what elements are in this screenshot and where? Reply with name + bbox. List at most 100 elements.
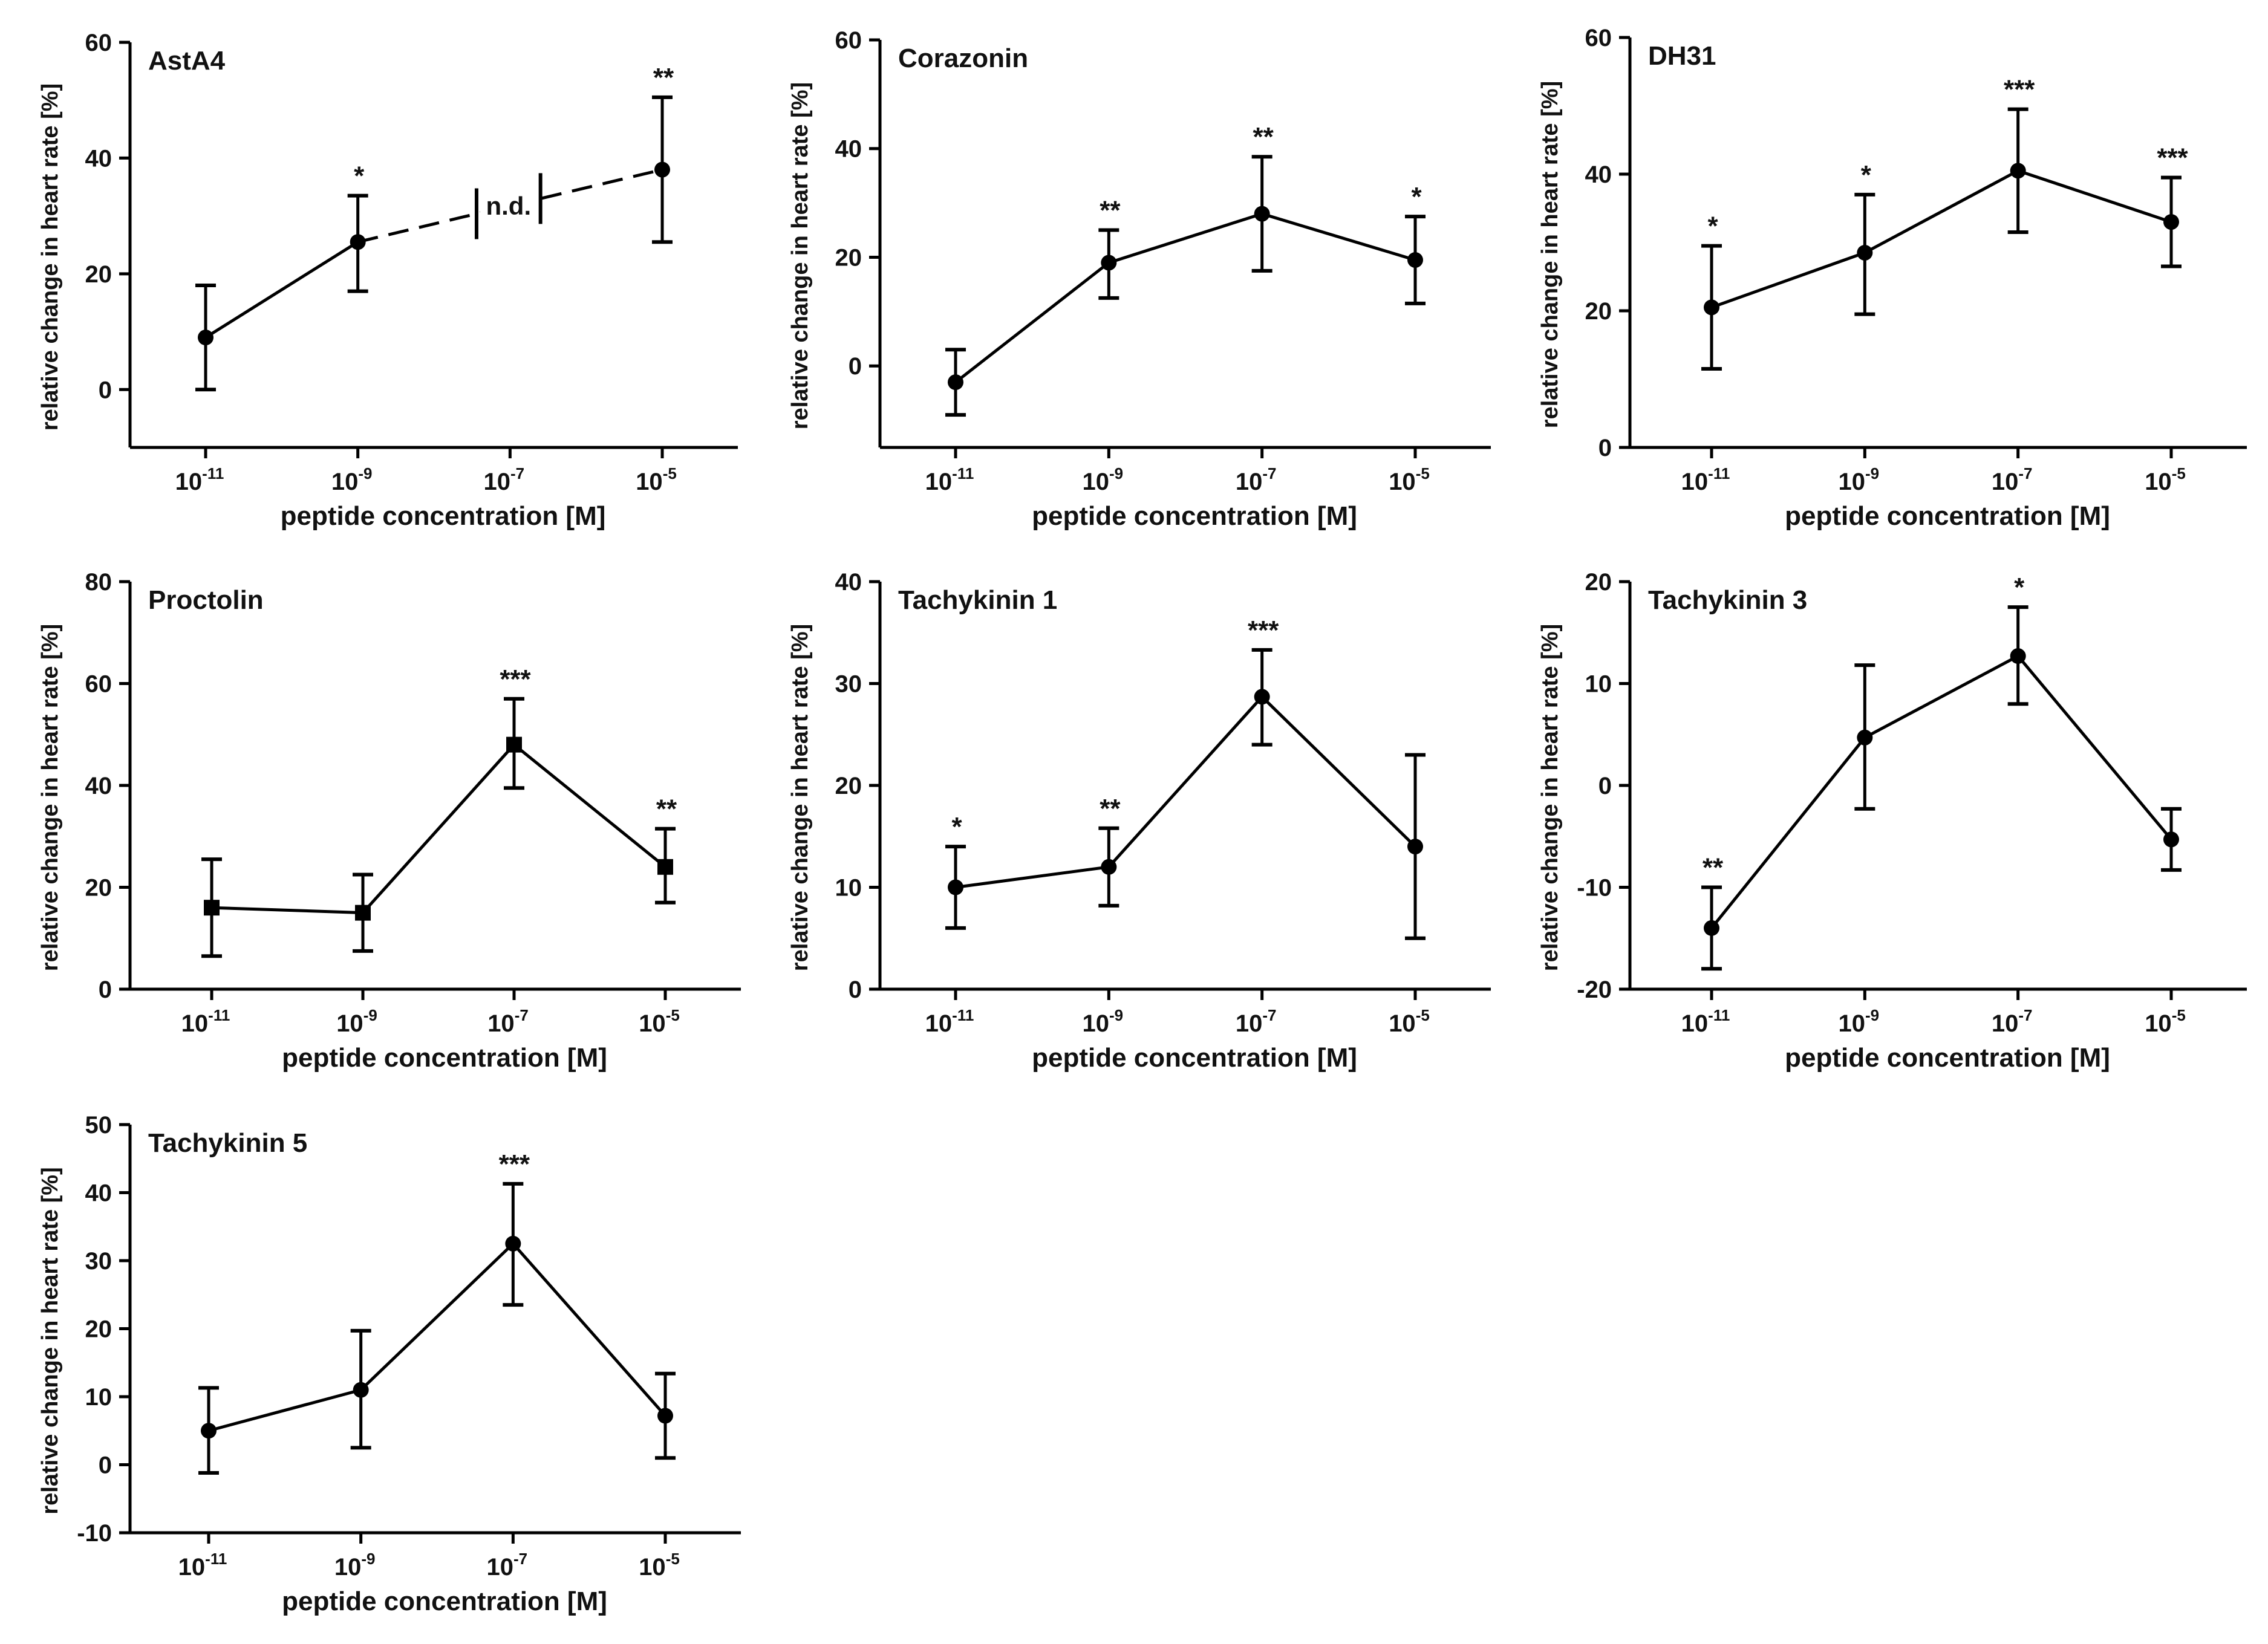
x-tick-base: 10: [1236, 1010, 1263, 1037]
x-tick-base: 10: [1083, 469, 1110, 495]
y-tick-label: 0: [849, 353, 862, 380]
y-axis-label: relative change in heart rate [%]: [787, 82, 813, 429]
x-axis-label: peptide concentration [M]: [282, 1587, 607, 1616]
significance-label: **: [653, 63, 674, 93]
y-axis-label: relative change in heart rate [%]: [787, 624, 813, 971]
y-tick-label: 40: [1585, 161, 1612, 188]
significance-label: ***: [500, 664, 531, 694]
x-tick-exponent: -11: [952, 464, 974, 482]
x-tick-exponent: -9: [358, 464, 372, 482]
data-point: [948, 374, 963, 391]
not-determined-label: n.d.: [486, 192, 531, 220]
x-tick-label: 10-5: [639, 1006, 680, 1037]
series-line-segment: [513, 743, 666, 868]
x-tick-exponent: -5: [666, 1550, 680, 1568]
data-point: [1407, 839, 1423, 855]
x-tick-base: 10: [2145, 1010, 2172, 1037]
series-line-segment: [359, 1243, 515, 1391]
y-tick-label: 40: [85, 1180, 112, 1207]
x-tick-exponent: -9: [1109, 464, 1123, 482]
x-tick-label: 10-9: [336, 1006, 377, 1037]
y-tick-label: 10: [835, 875, 862, 902]
x-tick-label: 10-11: [175, 464, 224, 495]
y-tick-label: 60: [1585, 25, 1612, 51]
x-axis-label: peptide concentration [M]: [281, 501, 606, 531]
data-point: [2010, 648, 2026, 664]
data-point: [948, 879, 963, 895]
series-line-segment: [512, 1243, 666, 1417]
data-point: [1101, 859, 1117, 875]
x-tick-label: 10-11: [1681, 464, 1730, 495]
x-tick-exponent: -7: [510, 464, 524, 482]
x-axis-label: peptide concentration [M]: [1032, 1043, 1357, 1073]
data-point: [1857, 244, 1873, 261]
y-tick-label: 20: [85, 875, 112, 902]
y-tick-label: 60: [835, 27, 862, 54]
x-tick-exponent: -7: [1262, 1006, 1276, 1024]
x-tick-exponent: -5: [2172, 464, 2186, 482]
y-tick-label: 20: [85, 1316, 112, 1343]
chart-title: Proctolin: [148, 585, 264, 615]
x-axis-label: peptide concentration [M]: [282, 1043, 607, 1073]
y-tick-label: -10: [1577, 875, 1612, 902]
y-tick-label: 0: [1598, 435, 1612, 461]
x-tick-base: 10: [334, 1554, 362, 1581]
x-tick-exponent: -7: [513, 1550, 527, 1568]
significance-label: *: [1411, 182, 1422, 212]
x-tick-label: 10-7: [1992, 464, 2033, 495]
x-tick-base: 10: [1839, 1010, 1866, 1037]
data-point: [204, 900, 220, 916]
series-line-segment: [1710, 736, 1866, 929]
y-tick-label: 10: [85, 1384, 112, 1411]
x-tick-base: 10: [487, 1010, 515, 1037]
series-line-segment: [211, 906, 363, 915]
x-tick-label: 10-5: [639, 1550, 680, 1581]
y-tick-label: 0: [99, 377, 112, 403]
series-line-segment: [204, 241, 359, 339]
x-tick-label: 10-11: [181, 1006, 230, 1037]
significance-label: *: [354, 161, 365, 191]
x-tick-base: 10: [1992, 469, 2019, 495]
x-tick-exponent: -7: [515, 1006, 529, 1024]
y-axis-label: relative change in heart rate [%]: [37, 624, 63, 971]
series-line-segment: [1107, 695, 1263, 868]
series-line-segment: [1108, 212, 1263, 264]
data-point: [1857, 729, 1873, 746]
y-tick-label: -20: [1577, 976, 1612, 1003]
y-tick-label: 50: [85, 1112, 112, 1139]
x-axis-label: peptide concentration [M]: [1785, 1043, 2110, 1073]
x-tick-base: 10: [1083, 1010, 1110, 1037]
x-tick-label: 10-7: [1992, 1006, 2033, 1037]
y-tick-label: 40: [85, 145, 112, 172]
y-tick-label: 30: [835, 671, 862, 698]
x-tick-label: 10-11: [925, 1006, 974, 1037]
x-tick-exponent: -11: [952, 1006, 974, 1024]
x-tick-base: 10: [1236, 469, 1263, 495]
series-line-segment: [1261, 212, 1416, 262]
data-point: [1254, 206, 1270, 222]
x-tick-label: 10-9: [331, 464, 373, 495]
chart-title: Tachykinin 3: [1648, 585, 1807, 615]
x-axis-label: peptide concentration [M]: [1785, 501, 2110, 531]
x-tick-label: 10-7: [1236, 464, 1277, 495]
chart-title: AstA4: [148, 46, 226, 76]
x-tick-label: 10-7: [1236, 1006, 1277, 1037]
data-point: [505, 1235, 521, 1252]
x-tick-exponent: -9: [1109, 1006, 1123, 1024]
x-tick-label: 10-7: [487, 1006, 529, 1037]
significance-label: *: [951, 812, 962, 842]
x-tick-exponent: -11: [205, 1550, 227, 1568]
data-point: [657, 1408, 673, 1424]
series-line-segment: [362, 743, 515, 914]
y-tick-label: 60: [85, 671, 112, 698]
x-tick-exponent: -9: [1865, 464, 1879, 482]
significance-label: *: [2014, 573, 2025, 602]
data-point: [1254, 689, 1270, 705]
y-tick-label: 60: [85, 30, 112, 56]
x-tick-label: 10-11: [1681, 1006, 1730, 1037]
x-tick-label: 10-5: [2145, 1006, 2186, 1037]
data-point: [654, 161, 670, 178]
